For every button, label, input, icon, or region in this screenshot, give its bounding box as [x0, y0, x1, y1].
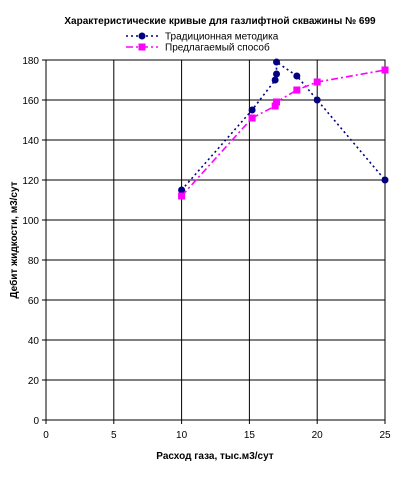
data-point — [248, 114, 256, 122]
x-axis-title: Расход газа, тыс.м3/сут — [156, 451, 274, 462]
y-tick-label: 60 — [28, 296, 40, 307]
x-tick-label: 5 — [111, 430, 117, 441]
legend-marker — [138, 43, 146, 51]
y-tick-label: 40 — [28, 336, 40, 347]
data-point — [178, 186, 186, 194]
series-2 — [178, 66, 389, 200]
y-axis-title: Дебит жидкости, м3/сут — [8, 181, 20, 298]
data-point — [273, 58, 281, 66]
legend-item: Предлагаемый способ — [126, 42, 270, 54]
y-tick-label: 120 — [22, 176, 39, 187]
y-tick-label: 140 — [22, 136, 39, 147]
data-point — [293, 72, 301, 80]
series-line — [180, 60, 386, 191]
x-tick-label: 10 — [176, 430, 188, 441]
y-tick-label: 160 — [22, 96, 39, 107]
y-tick-label: 0 — [33, 416, 39, 427]
y-tick-label: 100 — [22, 216, 39, 227]
data-point — [313, 96, 321, 104]
chart-title: Характеристические кривые для газлифтной… — [64, 15, 376, 27]
legend-label: Предлагаемый способ — [165, 42, 270, 54]
plot-area — [45, 59, 386, 421]
x-tick-label: 0 — [43, 430, 49, 441]
x-tick-label: 15 — [244, 430, 256, 441]
data-point — [293, 86, 301, 94]
data-point — [313, 78, 321, 86]
data-point — [273, 70, 281, 78]
data-point — [381, 176, 389, 184]
y-tick-label: 20 — [28, 376, 40, 387]
series-1 — [178, 58, 389, 194]
legend-marker — [138, 32, 146, 40]
x-tick-label: 20 — [312, 430, 324, 441]
y-tick-label: 180 — [22, 56, 39, 67]
data-point — [271, 76, 279, 84]
data-point — [273, 98, 281, 106]
y-tick-label: 80 — [28, 256, 40, 267]
legend-label: Традиционная методика — [165, 32, 279, 43]
x-tick-label: 25 — [379, 430, 391, 441]
data-point — [271, 102, 279, 110]
data-point — [248, 106, 256, 114]
data-point — [178, 192, 186, 200]
legend-item: Традиционная методика — [126, 32, 279, 43]
data-point — [381, 66, 389, 74]
